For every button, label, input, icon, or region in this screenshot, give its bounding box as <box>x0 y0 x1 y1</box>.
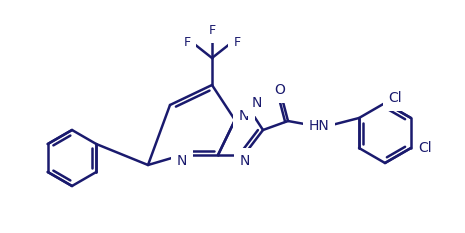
Text: N: N <box>177 154 187 168</box>
Text: Cl: Cl <box>418 141 432 155</box>
Text: HN: HN <box>309 119 329 133</box>
Text: N: N <box>240 154 250 168</box>
Text: N: N <box>252 96 262 110</box>
Text: O: O <box>274 83 286 97</box>
Text: F: F <box>208 24 216 38</box>
Text: N: N <box>239 109 249 123</box>
Text: Cl: Cl <box>388 91 402 105</box>
Text: F: F <box>183 37 191 49</box>
Text: F: F <box>233 37 240 49</box>
